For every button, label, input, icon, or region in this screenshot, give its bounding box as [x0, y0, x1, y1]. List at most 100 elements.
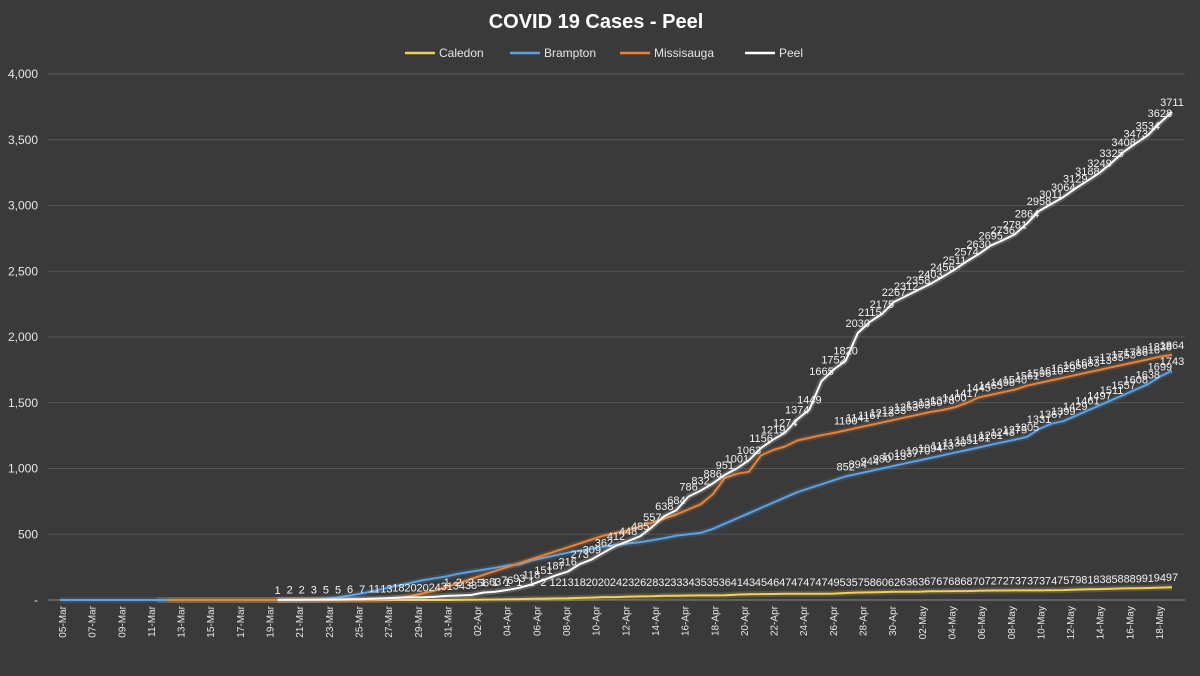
- data-label-caledon: 33: [670, 577, 682, 589]
- data-label-peel: 786: [679, 482, 697, 494]
- data-label-caledon: 1: [516, 577, 522, 589]
- data-label-peel: 2456: [930, 262, 954, 274]
- x-tick-label: 17-Mar: [236, 605, 247, 637]
- data-label-caledon: 68: [948, 576, 960, 588]
- data-label-peel: 886: [704, 468, 722, 480]
- x-tick-label: 02-Apr: [473, 605, 484, 636]
- data-label-peel: 3628: [1148, 108, 1172, 120]
- data-label-peel: 63: [489, 577, 501, 589]
- data-label-brampton: 1497: [1087, 390, 1111, 402]
- data-label-missisauga: 1713: [1087, 355, 1111, 367]
- x-tick-label: 24-Apr: [799, 605, 810, 636]
- data-label-missisauga: 1253: [894, 402, 918, 414]
- series-glow-missisauga: [168, 351, 1173, 603]
- data-label-missisauga: 1303: [906, 400, 930, 412]
- data-label-missisauga: 1816: [1136, 344, 1160, 356]
- data-label-peel: 2115: [858, 307, 882, 319]
- data-label-peel: 2781: [1003, 219, 1027, 231]
- x-tick-label: 27-Mar: [384, 605, 395, 637]
- x-tick-label: 14-May: [1096, 606, 1107, 639]
- data-label-caledon: 2: [456, 577, 462, 589]
- data-label-missisauga: 1233: [882, 405, 906, 417]
- data-label-peel: 485: [631, 521, 649, 533]
- x-tick-label: 29-Mar: [414, 605, 425, 637]
- x-tick-label: 30-Apr: [888, 605, 899, 636]
- data-label-caledon: 60: [876, 577, 888, 589]
- data-label-peel: 1820: [833, 346, 857, 358]
- data-label-missisauga: 1498: [991, 377, 1015, 389]
- data-label-brampton: 944: [861, 456, 879, 468]
- data-label-peel: 2403: [918, 269, 942, 281]
- data-label-peel: 1752: [821, 355, 845, 367]
- data-label-missisauga: 1864: [1160, 340, 1184, 352]
- series-line-brampton: [60, 369, 1173, 601]
- data-label-peel: 2358: [906, 275, 930, 287]
- data-label-caledon: 1: [504, 577, 510, 589]
- x-tick-label: 04-May: [947, 606, 958, 639]
- data-label-caledon: 83: [1093, 574, 1105, 586]
- data-label-peel: 3325: [1099, 148, 1123, 160]
- data-label-caledon: 73: [1021, 575, 1033, 587]
- data-label-caledon: 73: [1033, 575, 1045, 587]
- data-label-missisauga: 1656: [1063, 360, 1087, 372]
- data-label-brampton: 1557: [1111, 380, 1135, 392]
- data-label-caledon: 97: [1166, 572, 1178, 584]
- data-label-caledon: 24: [610, 577, 622, 589]
- data-label-missisauga: 1610: [1039, 365, 1063, 377]
- data-label-brampton: 1094: [918, 443, 942, 455]
- data-label-brampton: 1243: [991, 427, 1015, 439]
- data-label-peel: 31: [441, 581, 453, 593]
- data-label-peel: 3249: [1087, 158, 1111, 170]
- data-label-peel: 76: [501, 575, 513, 587]
- data-label-caledon: 32: [658, 577, 670, 589]
- data-label-peel: 151: [534, 565, 552, 577]
- data-label-brampton: 1151: [955, 435, 979, 447]
- data-label-peel: 2: [287, 585, 293, 597]
- data-label-missisauga: 1400: [942, 392, 966, 404]
- x-tick-label: 15-Mar: [206, 605, 217, 637]
- data-label-caledon: 70: [972, 576, 984, 588]
- legend-label-peel: Peel: [779, 46, 803, 60]
- data-label-peel: 3534: [1136, 120, 1160, 132]
- legend-label-missisauga: Missisauga: [654, 46, 714, 60]
- data-label-peel: 1: [275, 585, 281, 597]
- x-axis: 05-Mar 07-Mar 09-Mar 11-Mar 13-Mar 15-Mar 17-M…: [58, 605, 1166, 639]
- data-label-peel: 2736: [991, 225, 1015, 237]
- data-label-peel: 187: [546, 560, 564, 572]
- x-tick-label: 18-May: [1155, 606, 1166, 639]
- x-tick-label: 02-May: [918, 606, 929, 639]
- data-label-caledon: 67: [936, 576, 948, 588]
- data-label-caledon: 35: [707, 577, 719, 589]
- data-label-peel: 2511: [943, 255, 967, 267]
- data-label-missisauga: 1540: [1003, 375, 1027, 387]
- data-label-caledon: 49: [827, 577, 839, 589]
- data-label-brampton: 1743: [1160, 356, 1184, 368]
- data-label-caledon: 23: [622, 577, 634, 589]
- y-tick-label: 4,000: [8, 67, 38, 81]
- x-tick-label: 11-Mar: [147, 605, 158, 637]
- data-label-peel: 2175: [870, 299, 894, 311]
- chart-title: COVID 19 Cases - Peel: [489, 11, 704, 33]
- data-label-caledon: 1: [480, 577, 486, 589]
- series-line-peel: [277, 111, 1173, 601]
- legend-label-brampton: Brampton: [544, 46, 596, 60]
- data-label-caledon: 28: [646, 577, 658, 589]
- legend-label-caledon: Caledon: [439, 46, 484, 60]
- data-label-caledon: 1: [492, 577, 498, 589]
- data-label-peel: 1063: [737, 445, 761, 457]
- data-label-peel: 56: [477, 578, 489, 590]
- data-label-missisauga: 1167: [858, 410, 882, 422]
- data-label-peel: 3408: [1111, 137, 1135, 149]
- data-label-brampton: 1638: [1136, 369, 1160, 381]
- data-label-peel: 1001: [725, 453, 749, 465]
- x-tick-label: 20-Apr: [740, 605, 751, 636]
- data-label-peel: 2864: [1015, 208, 1039, 220]
- data-label-caledon: 67: [924, 576, 936, 588]
- x-tick-label: 16-May: [1125, 606, 1136, 639]
- data-label-caledon: 62: [888, 577, 900, 589]
- data-label-caledon: 47: [779, 577, 791, 589]
- data-label-brampton: 1367: [1039, 409, 1063, 421]
- data-label-peel: 118: [523, 569, 541, 581]
